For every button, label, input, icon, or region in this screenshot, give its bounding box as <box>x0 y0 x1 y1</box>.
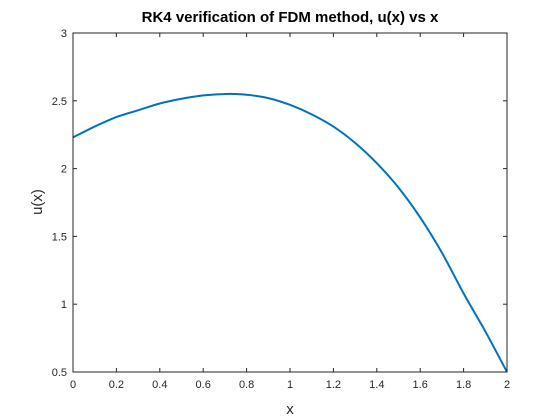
x-axis-label: x <box>286 401 294 418</box>
y-axis-label: u(x) <box>29 189 46 215</box>
y-tick-label: 2 <box>61 164 67 176</box>
x-tick-label: 2 <box>504 379 510 391</box>
y-tick-label: 0.5 <box>52 367 67 379</box>
y-tick-label: 1.5 <box>52 231 67 243</box>
x-tick-label: 0.8 <box>239 379 254 391</box>
x-tick-label: 0.2 <box>109 379 124 391</box>
y-tick-label: 2.5 <box>52 96 67 108</box>
x-tick-label: 1.4 <box>369 379 384 391</box>
y-tick-label: 1 <box>61 299 67 311</box>
chart-title: RK4 verification of FDM method, u(x) vs … <box>142 9 439 26</box>
x-tick-label: 1.2 <box>326 379 341 391</box>
x-tick-label: 1.6 <box>413 379 428 391</box>
x-tick-label: 0.6 <box>196 379 211 391</box>
x-tick-label: 1.8 <box>456 379 471 391</box>
x-tick-label: 0.4 <box>152 379 167 391</box>
x-tick-label: 1 <box>287 379 293 391</box>
y-tick-label: 3 <box>61 28 67 40</box>
x-tick-label: 0 <box>70 379 76 391</box>
plot-area <box>73 33 507 372</box>
